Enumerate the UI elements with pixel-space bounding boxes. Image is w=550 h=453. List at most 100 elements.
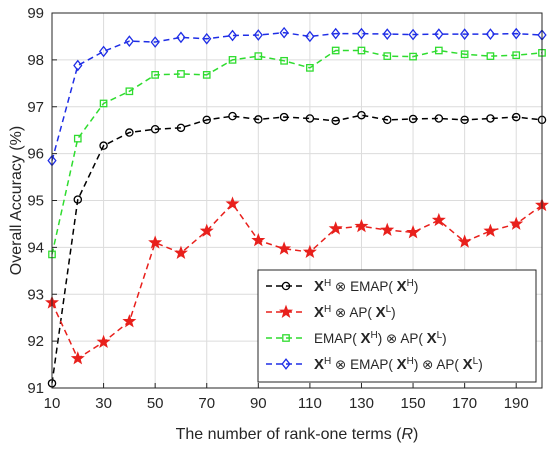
y-tick-label: 92 [27,333,44,350]
data-point [434,46,443,55]
legend-marker [282,334,290,342]
y-tick-label: 91 [27,380,44,397]
data-point [202,115,211,125]
legend-marker [281,358,291,370]
data-point [383,115,392,125]
data-point [512,51,521,60]
data-point [331,27,341,40]
series-line [51,114,543,384]
y-tick-label: 95 [27,193,44,210]
legend-entry: XH ⊗ EMAP( XH) [266,278,418,295]
x-tick-label: 30 [95,395,112,412]
data-point [98,45,109,58]
legend: XH ⊗ EMAP( XH) XH ⊗ AP( XL) EMAP( XH) ⊗ AP… [257,269,537,383]
data-point [354,218,369,233]
data-point [279,26,289,39]
data-point [122,314,137,328]
data-point [357,110,366,120]
legend-box [257,269,537,383]
data-point [173,245,188,259]
data-point [509,216,524,230]
data-point [408,114,418,124]
data-point [73,195,83,204]
axis-ticks: 10 30 50 70 90 110 130 150 170 190 91 92 93 94 95 96 97 9… [27,5,528,412]
data-point [70,351,85,365]
data-point [460,115,469,125]
data-point [408,28,418,41]
x-tick-label: 10 [44,395,61,412]
data-point [202,71,211,79]
x-tick-label: 70 [198,395,215,412]
data-point [176,123,186,133]
legend-entry: EMAP( XH) ⊗ AP( XL) [266,330,447,348]
legend-label: XH ⊗ EMAP( XH) ⊗ AP( XL) [314,356,483,374]
data-point [125,87,134,96]
data-point [150,125,160,134]
data-point [176,31,186,44]
series-4 [47,26,547,167]
data-point [383,52,392,60]
legend-marker [281,281,291,291]
data-point [228,111,237,121]
data-point [99,141,108,150]
legend-label: EMAP( XH) ⊗ AP( XL) [314,330,447,348]
data-point [409,52,417,61]
data-point [279,112,289,122]
data-point [305,114,315,123]
data-point [460,28,470,40]
data-point [485,28,496,40]
series-line [51,31,543,161]
x-axis-label-close: ) [413,426,418,443]
x-tick-label: 130 [349,395,374,412]
data-point [356,27,367,40]
y-tick-label: 94 [27,239,44,256]
data-point [382,28,392,40]
data-point [125,128,134,137]
x-tick-label: 90 [250,395,267,412]
series-3 [48,46,546,259]
x-tick-label: 170 [452,395,477,412]
data-point [124,35,134,47]
data-point [305,30,315,43]
data-point [460,50,469,59]
data-point [254,115,263,124]
data-point [431,212,446,227]
x-axis-label: The number of rank-one terms (R) [176,426,419,443]
x-axis-label-var: R [401,426,413,443]
y-tick-label: 97 [27,99,44,116]
data-point [511,112,521,122]
data-point [331,116,340,126]
data-point [328,221,343,235]
data-point [357,46,366,55]
y-tick-label: 99 [27,5,44,22]
y-tick-label: 96 [27,146,44,163]
x-tick-label: 150 [401,395,426,412]
y-tick-label: 98 [27,52,44,69]
series-line [51,49,543,255]
data-point [331,46,340,55]
data-point [148,235,163,249]
data-point [73,59,83,72]
data-point [150,36,160,48]
data-point [406,225,421,239]
data-point [280,56,288,65]
data-point [511,27,521,40]
data-point [254,52,263,60]
x-axis-label-text: The number of rank-one terms ( [176,426,403,443]
data-point [202,32,212,45]
x-tick-label: 190 [504,395,529,412]
series-1 [47,110,547,388]
legend-entry: XH ⊗ EMAP( XH) ⊗ AP( XL) [266,356,483,374]
data-point [73,134,82,143]
data-point [302,244,317,259]
data-point [199,223,214,237]
data-point [253,29,263,41]
data-point [380,222,395,236]
data-point [483,223,498,237]
data-point [227,29,238,42]
data-point [434,28,444,40]
data-point [96,334,111,349]
data-point [177,70,185,78]
data-point [457,234,472,248]
x-tick-label: 50 [147,395,164,412]
